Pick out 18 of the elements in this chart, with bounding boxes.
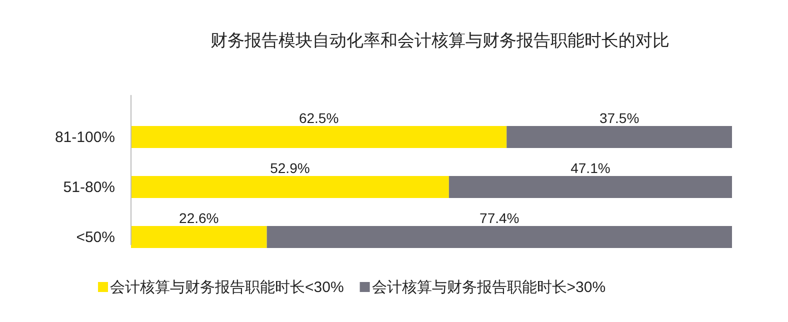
data-label: 62.5%: [298, 110, 339, 126]
legend-label: 会计核算与财务报告职能时长<30%: [110, 279, 344, 296]
data-label: 47.1%: [570, 160, 610, 176]
y-tick-label: 51-80%: [63, 179, 115, 196]
data-label: 77.4%: [480, 210, 520, 226]
y-tick-label: <50%: [76, 229, 115, 246]
bar: [131, 176, 449, 198]
bar: [131, 126, 507, 148]
legend-label: 会计核算与财务报告职能时长>30%: [372, 279, 606, 296]
bar: [506, 126, 732, 148]
y-tick-label: 81-100%: [54, 129, 115, 146]
bar: [448, 176, 732, 198]
bar: [266, 226, 732, 248]
data-label: 22.6%: [179, 210, 219, 226]
data-label: 37.5%: [599, 110, 640, 126]
chart-title: 财务报告模块自动化率和会计核算与财务报告职能时长的对比: [210, 31, 670, 50]
bar: [131, 226, 267, 248]
data-label: 52.9%: [270, 160, 310, 176]
